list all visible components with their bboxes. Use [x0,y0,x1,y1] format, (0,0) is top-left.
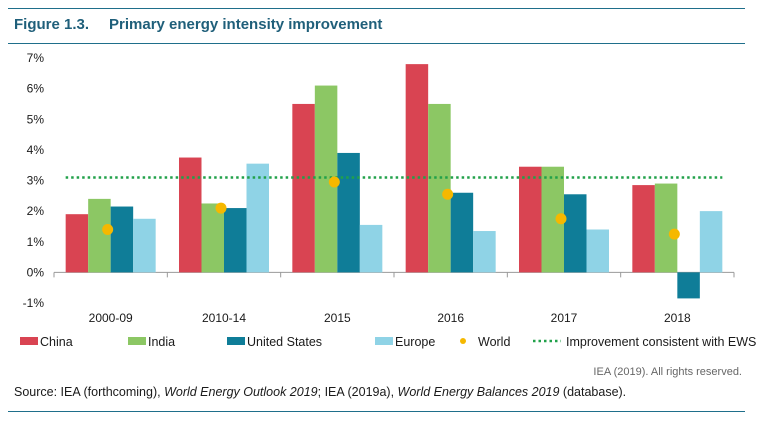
bar-india [428,103,451,273]
bar-europe [246,163,269,273]
bar-china [179,157,202,273]
figure-title-text: Primary energy intensity improvement [109,16,383,33]
bar-india [201,203,224,273]
y-tick-label: 6% [27,82,45,96]
legend-label-ews: Improvement consistent with EWS [566,335,756,349]
bar-india [88,198,111,273]
y-tick-label: 0% [27,265,45,279]
legend-label-india: India [148,335,175,349]
bar-europe [586,229,609,273]
x-category-label: 2018 [664,311,691,325]
bar-india [541,166,564,273]
copyright-credit: IEA (2019). All rights reserved. [593,366,742,378]
y-tick-label: 4% [27,143,45,157]
legend-swatch-india [128,337,146,345]
y-tick-label: 2% [27,204,45,218]
bottom-rule [8,411,745,412]
figure-number: Figure 1.3. [14,16,90,33]
legend-swatch-europe [375,337,393,345]
source-weo: World Energy Outlook 2019 [164,385,318,399]
x-category-label: 2000-09 [89,311,133,325]
legend-label-china: China [40,335,73,349]
bar-china [519,166,542,273]
source-web: World Energy Balances 2019 [397,385,560,399]
x-category-label: 2016 [437,311,464,325]
world-point [328,176,340,188]
legend-label-world: World [478,335,510,349]
world-point [102,224,114,235]
legend-label-europe: Europe [395,335,435,349]
x-category-label: 2017 [551,311,578,325]
source-prefix: Source: IEA (forthcoming), [14,385,165,399]
y-tick-label: 3% [27,174,45,188]
bar-china [65,214,89,273]
bar-europe [473,231,496,273]
bar-united-states [450,192,474,273]
world-point [668,228,680,240]
legend-swatch-china [20,337,38,345]
x-category-label: 2015 [324,311,351,325]
bar-united-states [677,272,700,299]
bar-united-states [224,208,247,273]
bar-united-states [564,194,587,273]
bar-united-states [337,152,360,273]
bar-india [654,183,678,273]
bar-china [405,64,429,273]
bar-europe [699,211,723,273]
y-tick-label: 5% [27,112,45,126]
source-mid: ; IEA (2019a), [317,385,398,399]
world-point [215,202,227,214]
y-tick-label: -1% [23,296,45,310]
top-rule [8,8,745,9]
bar-india [314,85,338,273]
bar-europe [133,218,156,273]
x-category-label: 2010-14 [202,311,246,325]
source-note: Source: IEA (forthcoming), World Energy … [14,385,626,399]
source-suffix: (database). [559,385,627,399]
world-point [442,188,454,200]
figure-title: Figure 1.3. Primary energy intensity impr… [14,16,382,33]
legend-swatch-united-states [227,337,245,345]
title-rule [8,43,745,44]
y-tick-label: 1% [27,235,45,249]
world-point [555,213,567,225]
bar-europe [359,224,383,273]
y-tick-label: 7% [27,51,45,65]
energy-intensity-chart: -1% 0% 1% 2% 3% 4% 5% 6% 7% 2000-09 2010-14 2015 201… [20,51,756,349]
bar-china [632,185,655,273]
bar-united-states [110,206,134,273]
legend-label-united-states: United States [247,335,322,349]
legend-swatch-world [460,338,466,344]
bar-china [292,103,315,273]
